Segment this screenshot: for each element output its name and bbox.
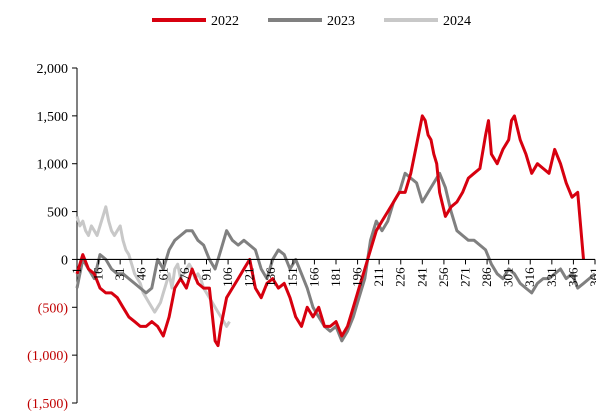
y-tick-label: 1,000 (37, 158, 69, 173)
y-tick-label: 500 (47, 206, 68, 221)
series-line-2022 (75, 114, 585, 348)
x-tick-label: 331 (544, 267, 559, 287)
y-tick-label: 2,000 (37, 62, 69, 77)
x-tick-label: 61 (155, 267, 170, 280)
x-tick-label: 76 (177, 267, 192, 281)
x-tick-label: 196 (350, 267, 365, 287)
legend-label-2022: 2022 (211, 14, 239, 29)
y-tick-label: 1,500 (37, 110, 69, 125)
x-tick-label: 346 (565, 267, 580, 287)
x-tick-label: 31 (112, 267, 127, 280)
legend-label-2024: 2024 (443, 14, 471, 29)
x-tick-label: 136 (263, 267, 278, 287)
x-tick-label: 106 (220, 267, 235, 287)
x-tick-label: 46 (134, 267, 149, 281)
y-tick-label: 0 (61, 253, 68, 268)
x-tick-label: 121 (242, 267, 257, 287)
x-tick-label: 151 (285, 267, 300, 287)
x-tick-label: 226 (393, 267, 408, 287)
series-line-2024 (75, 205, 231, 328)
x-tick-label: 181 (328, 267, 343, 287)
x-tick-label: 316 (522, 267, 537, 287)
x-tick-label: 211 (371, 267, 386, 286)
series-line-2023 (75, 171, 596, 343)
x-tick-label: 16 (91, 267, 106, 281)
x-tick-label: 91 (199, 267, 214, 280)
x-tick-label: 256 (436, 267, 451, 287)
x-tick-label: 301 (501, 267, 516, 287)
legend-label-2023: 2023 (327, 14, 355, 29)
x-tick-label: 271 (458, 267, 473, 287)
y-tick-label: (1,000) (27, 349, 68, 364)
y-tick-label: (1,500) (27, 397, 68, 412)
x-tick-label: 241 (414, 267, 429, 287)
x-tick-label: 1 (69, 267, 84, 274)
x-tick-label: 166 (306, 267, 321, 287)
y-tick-label: (500) (38, 301, 69, 316)
x-tick-label: 286 (479, 267, 494, 287)
x-tick-label: 361 (587, 267, 596, 287)
